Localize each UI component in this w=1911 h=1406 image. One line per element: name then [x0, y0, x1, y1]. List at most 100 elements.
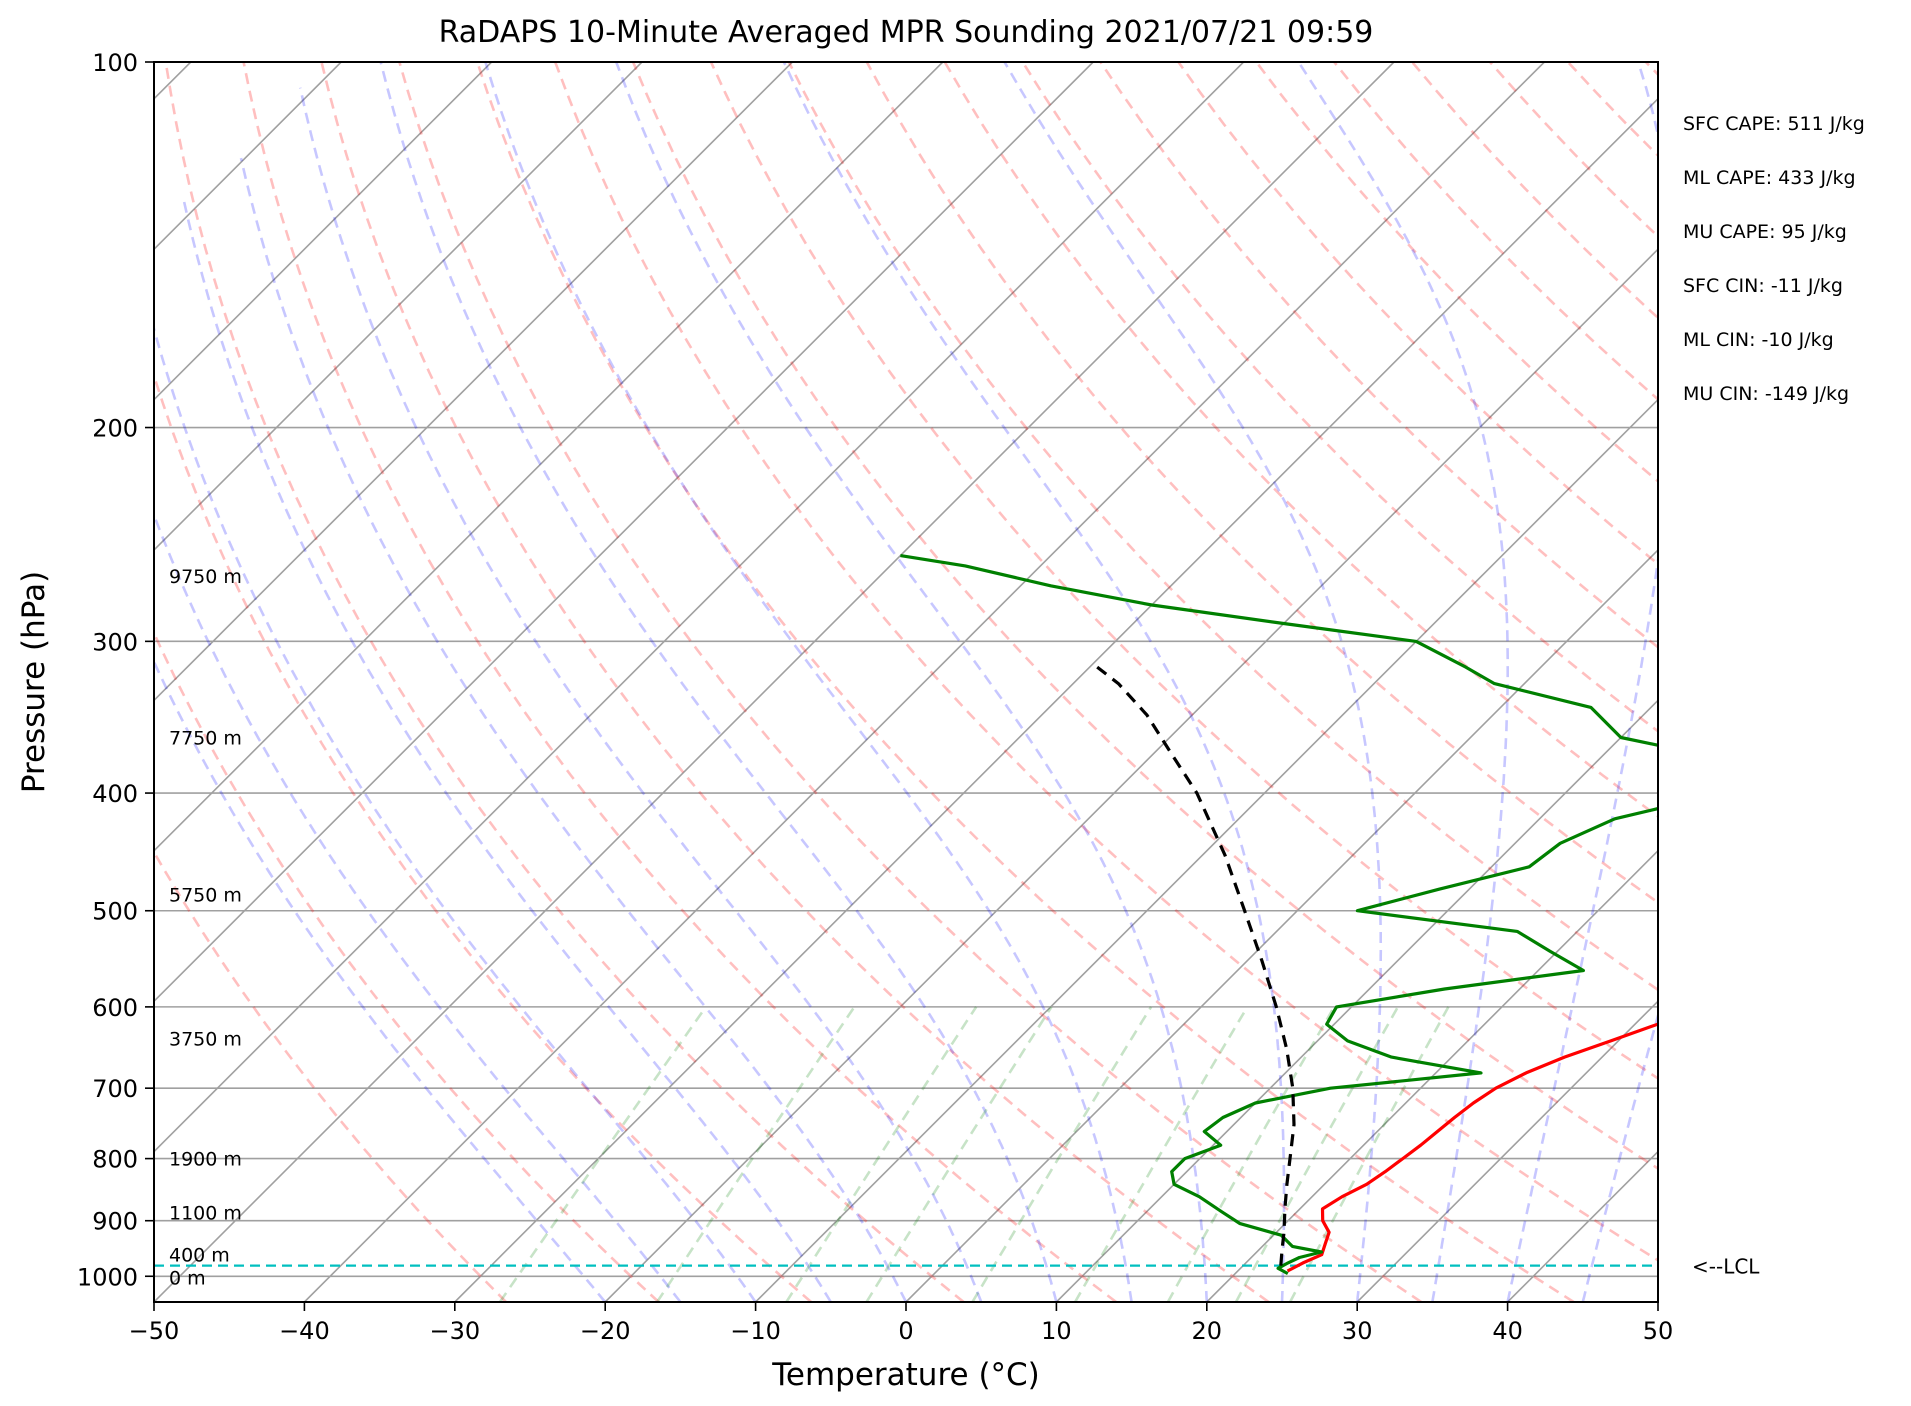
dry-adiabat: [709, 62, 1658, 1081]
parcel-line: [1096, 665, 1296, 1266]
temperature-line: [1286, 1022, 1658, 1273]
moist-adiabat: [614, 62, 1209, 1302]
dry-adiabat: [242, 62, 1117, 1302]
x-tick-label: −30: [429, 1317, 480, 1345]
mixing-ratio-line: [656, 1006, 856, 1302]
dry-adiabat: [154, 849, 508, 1302]
isotherm-line: [154, 62, 793, 702]
mixing-ratio-lines: [498, 1006, 1450, 1302]
dry-adiabat: [787, 62, 1658, 992]
dry-adiabat: [154, 371, 813, 1302]
dry-adiabat: [1021, 62, 1658, 733]
stability-index: SFC CIN: -11 J/kg: [1683, 275, 1843, 297]
height-labels: 9750 m 7750 m 5750 m 3750 m 1900 m 1100 m 400 …: [169, 566, 242, 1289]
stability-index: ML CIN: -10 J/kg: [1683, 329, 1834, 351]
isotherm-line: [905, 548, 1658, 1302]
y-tick-label: 400: [92, 780, 138, 808]
moist-adiabat: [1506, 62, 1658, 1302]
y-tick-label: 1000: [77, 1263, 138, 1291]
moist-adiabat: [239, 157, 908, 1302]
mixing-ratio-line: [498, 1006, 707, 1302]
x-tick-label: 30: [1342, 1317, 1373, 1345]
stability-index: MU CIN: -149 J/kg: [1683, 383, 1849, 405]
moist-adiabat: [379, 62, 1058, 1302]
dry-adiabat: [553, 62, 1658, 1262]
moist-adiabat: [298, 87, 983, 1302]
moist-adiabat: [484, 62, 1133, 1302]
y-tick-label: 100: [92, 49, 138, 77]
moist-adiabat: [154, 511, 682, 1302]
dry-adiabat: [865, 62, 1658, 905]
isotherm-line: [154, 62, 944, 852]
dry-adiabat: [398, 62, 1422, 1302]
height-label: 400 m: [169, 1245, 230, 1267]
dry-adiabat: [631, 62, 1658, 1171]
isotherm-line: [1808, 62, 1911, 1302]
y-axis: 100 200 300 400 500 600 700 800 900 1000: [77, 49, 154, 1291]
mixing-ratio-line: [1073, 1006, 1249, 1302]
isotherm-line: [1657, 1300, 1658, 1302]
x-tick-label: −20: [580, 1317, 631, 1345]
dry-adiabat: [320, 62, 1270, 1302]
isotherm-line: [154, 62, 643, 552]
dry-adiabat: [1566, 62, 1658, 158]
isotherm-grid: [154, 62, 1911, 1302]
isotherm-line: [1507, 1150, 1658, 1302]
dry-adiabat: [1177, 62, 1658, 566]
dry-adiabat: [1489, 62, 1658, 239]
dry-adiabat: [476, 62, 1575, 1302]
isotherm-line: [1356, 1000, 1658, 1302]
isotherm-line: [454, 97, 1658, 1302]
isotherm-line: [154, 62, 493, 401]
height-label: 1100 m: [169, 1202, 242, 1224]
x-tick-label: 10: [1041, 1317, 1072, 1345]
moist-adiabat: [1581, 1010, 1658, 1302]
stability-index: ML CAPE: 433 J/kg: [1683, 167, 1856, 189]
mixing-ratio-line: [1234, 1006, 1400, 1302]
height-label: 3750 m: [169, 1028, 242, 1050]
height-label: 0 m: [169, 1267, 206, 1289]
moist-adiabats: [154, 62, 1658, 1302]
y-tick-label: 300: [92, 628, 138, 656]
dry-adiabat: [164, 62, 965, 1302]
x-tick-label: −10: [730, 1317, 781, 1345]
pressure-grid: [154, 62, 1658, 1278]
isotherm-line: [303, 62, 1545, 1302]
x-tick-label: −40: [279, 1317, 330, 1345]
height-label: 9750 m: [169, 566, 242, 588]
x-axis: −50 −40 −30 −20 −10 0 10 20 30 40 50: [129, 1302, 1674, 1345]
lcl-label: <--LCL: [1692, 1255, 1760, 1279]
y-axis-label: Pressure (hPa): [16, 571, 52, 793]
moist-adiabat: [182, 200, 832, 1302]
y-tick-label: 600: [92, 994, 138, 1022]
isotherm-line: [604, 248, 1658, 1302]
mixing-ratio-line: [971, 1006, 1153, 1302]
x-tick-label: 20: [1192, 1317, 1223, 1345]
x-tick-label: 0: [898, 1317, 913, 1345]
mixing-ratio-line: [785, 1006, 978, 1302]
height-label: 1900 m: [169, 1149, 242, 1171]
y-tick-label: 800: [92, 1146, 138, 1174]
x-tick-label: 50: [1643, 1317, 1674, 1345]
dewpoint-line: [900, 554, 1658, 1276]
moist-adiabat: [154, 324, 757, 1302]
mixing-ratio-line: [865, 1006, 1053, 1302]
y-tick-label: 500: [92, 898, 138, 926]
isotherm-line: [1206, 849, 1658, 1302]
x-tick-label: 40: [1492, 1317, 1523, 1345]
dry-adiabat: [943, 62, 1658, 818]
x-tick-label: −50: [129, 1317, 180, 1345]
stability-index: MU CAPE: 95 J/kg: [1683, 221, 1847, 243]
isotherm-line: [755, 398, 1658, 1302]
isotherm-line: [154, 62, 1245, 1153]
y-tick-label: 200: [92, 415, 138, 443]
dry-adiabats: [154, 62, 1658, 1302]
mixing-ratio-line: [1166, 1006, 1336, 1302]
height-label: 5750 m: [169, 885, 242, 907]
moist-adiabat: [782, 62, 1286, 1302]
moist-adiabat: [1297, 62, 1509, 1302]
dry-adiabat: [1411, 62, 1658, 320]
dry-adiabat: [154, 629, 660, 1302]
x-axis-label: Temperature (°C): [771, 1357, 1040, 1393]
